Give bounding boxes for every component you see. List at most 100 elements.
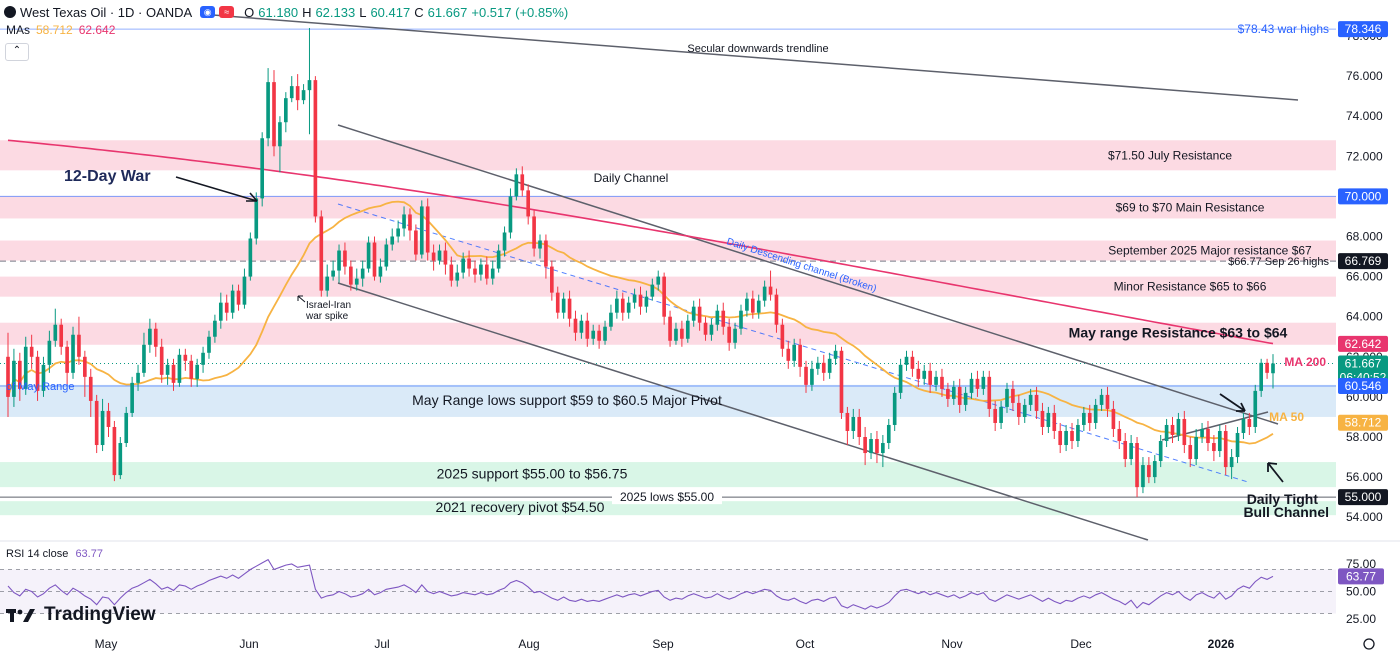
candle-body	[1011, 388, 1015, 403]
price-axis: 54.00056.00058.00060.00062.00064.00066.0…	[1336, 0, 1400, 540]
candle	[981, 370, 986, 395]
candle-body	[47, 340, 52, 365]
candle-body	[189, 360, 194, 379]
candle-body	[266, 82, 270, 139]
arrow-head-icon	[246, 192, 258, 202]
candle	[94, 394, 99, 454]
candle	[153, 322, 158, 357]
candle-body	[1229, 457, 1234, 468]
ma-legend[interactable]: MAs 58.712 62.642	[6, 23, 115, 37]
tradingview-logo[interactable]: TradingView	[6, 604, 156, 626]
zone-green-6	[0, 462, 1336, 488]
candle-body	[425, 206, 430, 253]
candle-body	[644, 296, 649, 307]
candle	[780, 318, 785, 357]
candle	[922, 364, 927, 385]
candle	[218, 292, 223, 329]
candle	[88, 368, 93, 417]
candle	[1271, 354, 1275, 389]
candle	[969, 372, 974, 399]
y-tick: 58.000	[1346, 430, 1383, 444]
candle	[419, 200, 424, 259]
candle-body	[1158, 441, 1163, 462]
ma-legend-label: MAs	[6, 23, 30, 37]
candle	[685, 314, 690, 343]
candle	[1046, 406, 1051, 433]
collapse-legend-button[interactable]: ⌃	[5, 43, 29, 61]
candle	[928, 362, 932, 393]
candle	[354, 268, 359, 291]
candle-body	[236, 290, 241, 305]
candle	[1028, 388, 1033, 411]
candle-body	[1164, 424, 1169, 442]
candle	[449, 256, 454, 287]
price-tag	[1338, 377, 1388, 394]
rsi-legend[interactable]: RSI 14 close 63.77	[6, 548, 103, 560]
candle	[12, 348, 16, 407]
annotations-layer: $71.50 July Resistance $69 to $70 Main Re…	[6, 22, 1329, 520]
symbol-title[interactable]: West Texas Oil · 1D · OANDA	[20, 4, 193, 20]
candle	[71, 326, 75, 379]
candle-body	[579, 320, 584, 333]
candle	[53, 308, 58, 347]
arrow-down-icon	[1219, 393, 1246, 412]
candle-body	[810, 368, 814, 385]
candle-body	[59, 324, 64, 347]
candle	[1147, 457, 1151, 484]
candle	[585, 312, 590, 347]
candle-body	[88, 376, 93, 401]
candle-body	[83, 356, 87, 377]
candle-body	[703, 322, 708, 335]
candle	[668, 310, 672, 347]
candle-body	[532, 216, 536, 249]
candle-body	[124, 412, 129, 444]
candle	[786, 340, 791, 369]
candle-body	[41, 364, 46, 391]
candle	[987, 370, 992, 417]
candle	[561, 292, 566, 319]
candle	[1247, 412, 1252, 435]
candle	[284, 92, 288, 133]
candle-body	[402, 214, 406, 229]
candle-body	[1022, 404, 1027, 417]
candle-body	[620, 298, 625, 313]
candle	[177, 348, 182, 387]
chart-eye-icon[interactable]: ◉	[200, 6, 216, 18]
candle	[1259, 358, 1264, 397]
candle-body	[1070, 430, 1074, 442]
y-tick: 54.000	[1346, 510, 1383, 524]
candle-body	[1040, 410, 1045, 427]
candle	[29, 334, 34, 369]
candle-body	[325, 276, 330, 291]
candle	[1164, 418, 1169, 448]
candle	[17, 352, 22, 401]
annot-bull-channel-1: Daily Tight	[1247, 491, 1319, 507]
candle	[490, 260, 495, 285]
candle-body	[668, 316, 672, 341]
zone-red-2	[0, 240, 1336, 261]
candle-body	[349, 266, 353, 285]
approx-icon[interactable]: ≈	[219, 6, 235, 18]
candle	[343, 242, 347, 275]
candle-body	[490, 268, 495, 279]
bull-channel-upper	[1161, 411, 1269, 441]
candle-body	[77, 334, 81, 357]
candle-body	[987, 376, 992, 409]
candle	[1129, 434, 1133, 466]
candle	[437, 244, 442, 265]
candle-body	[1034, 394, 1039, 411]
zone-label-2: September 2025 Major resistance $67	[1108, 244, 1312, 258]
open-value: 61.180	[258, 4, 299, 20]
candle-body	[739, 310, 743, 329]
candle-body	[999, 406, 1003, 423]
candle-body	[337, 250, 341, 271]
candle	[100, 398, 105, 452]
candle	[1200, 422, 1204, 444]
candle-body	[242, 276, 247, 305]
annot-12-day-war-arrow	[175, 176, 258, 202]
candle-body	[431, 252, 436, 261]
candle-body	[685, 320, 690, 339]
candle	[124, 406, 129, 448]
rsi-value-text: 63.77	[1346, 569, 1376, 583]
